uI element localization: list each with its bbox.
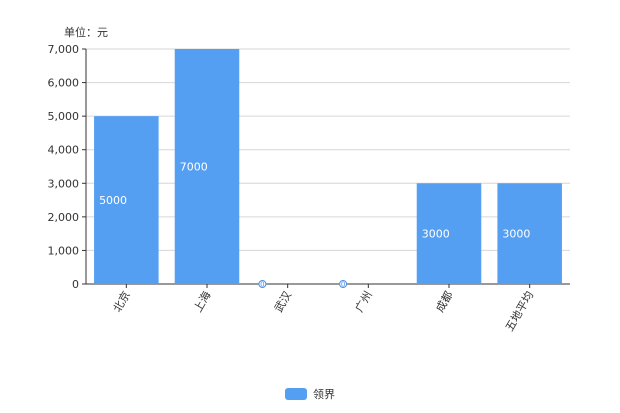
bar <box>174 49 240 284</box>
x-tick-label: 广州 <box>353 289 375 315</box>
y-tick-label: 2,000 <box>48 211 80 224</box>
y-tick-label: 7,000 <box>48 43 80 56</box>
y-tick-label: 3,000 <box>48 177 80 190</box>
x-tick-label: 五地平均 <box>503 289 536 334</box>
y-tick-label: 0 <box>72 278 79 291</box>
x-tick-label: 北京 <box>110 289 133 315</box>
y-tick-label: 5,000 <box>48 110 80 123</box>
legend[interactable]: 领界 <box>0 386 620 402</box>
y-tick-label: 1,000 <box>48 244 80 257</box>
bar <box>416 183 482 284</box>
legend-label[interactable]: 领界 <box>313 388 335 401</box>
bar-value-label: 0 <box>260 281 264 289</box>
bar <box>497 183 562 284</box>
bar-value-label: 3000 <box>422 228 450 241</box>
bar <box>94 116 159 285</box>
zero-value-marker <box>258 280 267 288</box>
x-tick-label: 成都 <box>433 289 455 315</box>
bar-value-label: 7000 <box>180 161 208 174</box>
y-tick-label: 4,000 <box>48 144 80 157</box>
bar-value-label: 0 <box>341 281 345 289</box>
x-tick-label: 武汉 <box>272 289 294 315</box>
y-tick-label: 6,000 <box>48 77 80 90</box>
x-tick-label: 上海 <box>190 289 213 315</box>
unit-label: 单位：元 <box>64 26 108 39</box>
zero-value-marker <box>339 280 348 288</box>
bar-value-label: 5000 <box>99 194 127 207</box>
bar-value-label: 3000 <box>502 228 530 241</box>
legend-swatch[interactable] <box>285 388 307 400</box>
